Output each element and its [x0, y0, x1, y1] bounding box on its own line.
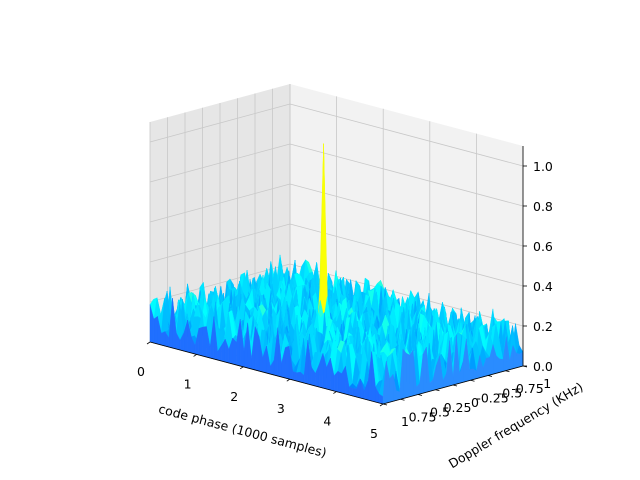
grid-line: [149, 103, 291, 143]
surface-skirt: [486, 357, 490, 377]
grid-line: [289, 183, 524, 247]
grid-line: [289, 143, 524, 207]
surface-skirt: [349, 386, 354, 397]
y-tick-label: 0: [471, 395, 479, 410]
y-tick-label: -0.5: [498, 386, 522, 401]
y-tick-label: 1: [401, 414, 409, 429]
surface-skirt: [516, 352, 520, 369]
z-tick-label: 0.8: [533, 199, 553, 214]
x-axis-label: code phase (1000 samples): [157, 401, 328, 460]
z-tick-label: 1.0: [533, 159, 553, 174]
y-tick-label: -0.25: [476, 390, 508, 405]
x-tick-mark: [333, 391, 337, 394]
x-tick-label: 3: [277, 401, 285, 416]
y-tick-mark: [452, 384, 458, 387]
x-tick-label: 2: [230, 389, 238, 404]
x-tick-label: 0: [137, 364, 145, 379]
z-tick-label: 0.4: [533, 279, 553, 294]
y-tick-mark: [435, 389, 440, 392]
y-tick-mark: [417, 394, 423, 396]
surface-skirt: [161, 331, 166, 347]
grid-line: [149, 223, 291, 263]
x-tick-label: 5: [370, 426, 378, 441]
x-tick-mark: [146, 341, 151, 345]
surface-skirt: [469, 368, 474, 381]
surface-skirt: [202, 326, 207, 358]
surface-skirt: [296, 371, 301, 383]
y-tick-label: -0.75: [511, 381, 543, 396]
correlation-surface: [149, 143, 524, 405]
surface-skirt: [153, 316, 158, 345]
surface-skirt: [402, 348, 407, 399]
x-axis-line: [149, 341, 384, 405]
surface-skirt: [285, 345, 290, 380]
z-tick-label: 0.2: [533, 319, 553, 334]
surface-skirt: [292, 371, 297, 382]
surface-skirt: [389, 373, 394, 403]
surface-skirt: [519, 351, 524, 368]
y-tick-label: 0.5: [430, 405, 450, 420]
axis-ticks: 012345-1-0.75-0.5-0.2500.250.50.7510.00.…: [137, 159, 553, 441]
z-tick-label: 0.0: [533, 359, 553, 374]
y-tick-mark: [400, 398, 405, 401]
surface-skirt: [396, 390, 400, 401]
y-tick-label: 0.75: [409, 409, 437, 424]
x-tick-label: 4: [323, 414, 331, 429]
surface-skirt: [499, 358, 504, 373]
surface-skirt: [198, 326, 203, 357]
x-tick-mark: [239, 366, 244, 370]
y-tick-mark: [382, 403, 388, 406]
surface-skirt: [422, 347, 427, 394]
grid-line: [289, 223, 524, 287]
z-tick-label: 0.6: [533, 239, 553, 254]
surface-skirt: [409, 349, 414, 398]
y-tick-mark: [470, 379, 475, 382]
x-tick-mark: [379, 403, 384, 407]
x-tick-label: 1: [184, 376, 192, 391]
y-tick-label: -1: [539, 376, 551, 391]
y-tick-label: 0.25: [444, 400, 472, 415]
surface-skirt: [232, 337, 237, 366]
y-tick-mark: [505, 370, 510, 373]
surface-skirt: [337, 370, 342, 394]
y-tick-mark: [487, 375, 493, 377]
grid-line: [149, 183, 291, 223]
surface-skirt: [406, 352, 410, 398]
x-tick-mark: [193, 354, 197, 357]
surface-skirt: [352, 388, 357, 398]
surface-skirt: [496, 355, 500, 374]
grid-line: [149, 143, 291, 183]
x-tick-mark: [286, 378, 291, 382]
grid-line: [289, 103, 524, 167]
